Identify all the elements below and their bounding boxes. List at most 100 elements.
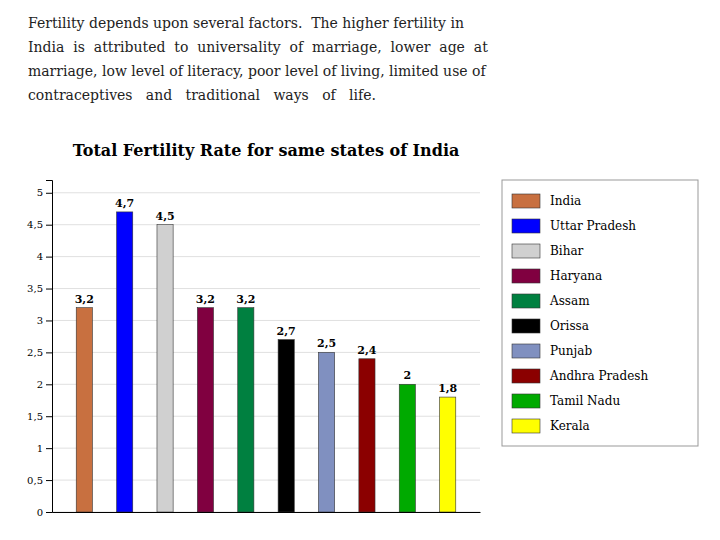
data-labels: 3,24,74,53,23,22,72,52,421,8: [75, 197, 458, 395]
legend: India Uttar Pradesh Bihar Haryana Assam Oriss…: [502, 180, 698, 446]
x-axis: [53, 512, 481, 513]
y-tick: 3,5: [27, 283, 52, 294]
y-tick-label: 5: [37, 187, 43, 198]
legend-swatch: [512, 344, 540, 358]
legend-swatch: [512, 244, 540, 258]
legend-item: Haryana: [512, 269, 602, 283]
y-tick-mark: [46, 416, 52, 417]
grid-line: [52, 512, 480, 513]
y-axis: 00,511,522,533,544,55: [27, 181, 52, 518]
y-tick-label: 2,5: [27, 347, 43, 358]
legend-swatch: [512, 319, 540, 333]
chart-title: Total Fertility Rate for same states of …: [73, 141, 460, 160]
grid-line: [52, 288, 480, 289]
bar: [440, 397, 456, 512]
y-tick-mark: [46, 225, 52, 226]
y-tick: 4,5: [27, 219, 52, 230]
data-label: 4,7: [115, 197, 134, 210]
grid-line: [52, 416, 480, 417]
x-axis-line: [53, 512, 481, 513]
y-tick-mark: [46, 384, 52, 385]
y-tick-mark: [46, 512, 52, 513]
grid-line: [52, 384, 480, 385]
legend-label: Punjab: [550, 344, 592, 358]
legend-label: Kerala: [550, 419, 590, 433]
legend-swatch: [512, 294, 540, 308]
bar: [117, 212, 133, 512]
legend-item: Tamil Nadu: [512, 394, 620, 408]
y-tick: 1: [37, 443, 52, 454]
bars: [76, 212, 456, 512]
grid: [52, 193, 480, 512]
data-label: 2,5: [317, 337, 336, 350]
legend-item: India: [512, 194, 581, 208]
data-label: 2: [403, 369, 411, 382]
y-tick-label: 4,5: [27, 219, 43, 230]
y-tick-label: 1,5: [27, 411, 43, 422]
legend-swatch: [512, 369, 540, 383]
legend-item: Orissa: [512, 319, 589, 333]
y-axis-line: [46, 181, 53, 513]
grid-line: [52, 320, 480, 321]
bar: [278, 340, 294, 512]
legend-swatch: [512, 394, 540, 408]
bar: [238, 308, 254, 512]
grid-line: [52, 192, 480, 193]
legend-label: Andhra Pradesh: [549, 369, 648, 383]
legend-item: Assam: [512, 294, 590, 308]
annotation: marriage, low level of literacy, poor le…: [28, 63, 487, 79]
legend-swatch: [512, 419, 540, 433]
y-tick-label: 1: [37, 443, 43, 454]
annotation: India is attributed to universality of m…: [28, 39, 488, 55]
data-label: 1,8: [438, 382, 457, 395]
data-label: 2,4: [357, 344, 376, 357]
legend-swatch: [512, 269, 540, 283]
y-tick: 3: [37, 315, 52, 326]
y-tick: 2,5: [27, 347, 52, 358]
grid-line: [52, 448, 480, 449]
data-label: 4,5: [155, 210, 174, 223]
y-tick-mark: [46, 448, 52, 449]
y-tick-label: 0,5: [27, 475, 43, 486]
bar: [76, 308, 92, 512]
legend-swatch: [512, 194, 540, 208]
y-tick-label: 3: [37, 315, 43, 326]
bar: [359, 359, 375, 512]
grid-line: [52, 224, 480, 225]
legend-label: Haryana: [550, 269, 602, 283]
plot: 00,511,522,533,544,553,24,74,53,23,22,72…: [27, 181, 480, 518]
grid-line: [52, 256, 480, 257]
data-label: 3,2: [236, 293, 255, 306]
legend-label: India: [550, 194, 581, 208]
legend-item: Kerala: [512, 419, 590, 433]
y-tick: 4: [37, 251, 52, 262]
y-tick-label: 4: [37, 251, 43, 262]
y-tick-mark: [46, 320, 52, 321]
bar: [197, 308, 213, 512]
legend-item: Bihar: [512, 244, 584, 258]
legend-label: Uttar Pradesh: [550, 219, 636, 233]
grid-line: [52, 480, 480, 481]
legend-swatch: [512, 219, 540, 233]
data-label: 3,2: [196, 293, 215, 306]
legend-label: Orissa: [550, 319, 589, 333]
grid-line: [52, 352, 480, 353]
y-tick-mark: [46, 257, 52, 258]
y-tick-mark: [46, 193, 52, 194]
header-text: Fertility depends upon several factors. …: [28, 15, 488, 103]
legend-item: Uttar Pradesh: [512, 219, 636, 233]
annotation: Fertility depends upon several factors. …: [28, 15, 464, 31]
legend-label: Assam: [549, 294, 590, 308]
y-tick-mark: [46, 352, 52, 353]
y-tick: 2: [37, 379, 52, 390]
bar: [157, 225, 173, 512]
y-tick-label: 2: [37, 379, 43, 390]
annotation: contraceptives and traditional ways of l…: [28, 87, 376, 103]
y-tick-label: 3,5: [27, 283, 43, 294]
y-tick: 0,5: [27, 475, 52, 486]
legend-label: Tamil Nadu: [550, 394, 620, 408]
y-tick: 5: [37, 187, 52, 198]
bar: [318, 352, 334, 512]
data-label: 2,7: [277, 325, 296, 338]
bar: [399, 384, 415, 512]
